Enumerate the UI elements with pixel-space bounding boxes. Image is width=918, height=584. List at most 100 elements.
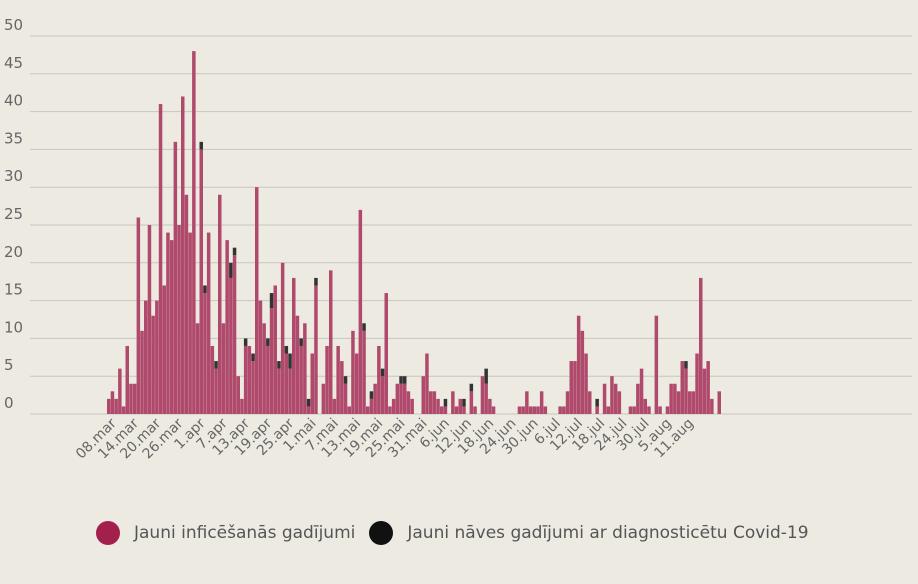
bar-infections [125, 345, 129, 414]
bar-infections [258, 300, 263, 414]
bar-deaths [462, 398, 466, 407]
bar-infections [121, 406, 126, 414]
bar-infections [388, 406, 392, 414]
bar-infections [221, 323, 226, 414]
bar-infections [391, 398, 396, 414]
bar-deaths [266, 338, 270, 346]
bar-infections [539, 391, 544, 414]
bar-infections [406, 391, 411, 414]
bar-infections [343, 383, 348, 414]
bar-infections [162, 285, 166, 414]
bar-deaths [229, 262, 233, 278]
bar-infections [695, 353, 699, 414]
bar-infections [680, 361, 684, 414]
bar-infections [684, 368, 688, 414]
bar-infections [562, 406, 566, 414]
bar-infections [173, 141, 178, 414]
bar-deaths [299, 338, 303, 346]
bar-deaths [380, 368, 385, 377]
y-tick-label: 35 [4, 129, 23, 147]
bar-deaths [288, 353, 292, 369]
bar-infections [432, 391, 437, 414]
legend: Jauni inficēšanās gadījumi Jauni nāves g… [96, 521, 823, 545]
bar-infections [377, 345, 381, 414]
bar-infections [610, 376, 614, 414]
bar-deaths [484, 368, 488, 384]
bar-infections [306, 406, 311, 414]
bar-infections [155, 300, 159, 414]
bar-infections [565, 391, 570, 414]
bar-infections [232, 255, 237, 414]
y-tick-label: 30 [4, 167, 23, 185]
bar-infections [469, 391, 474, 414]
bar-deaths [251, 353, 255, 362]
bars [107, 51, 721, 415]
bar-deaths [343, 376, 348, 384]
bar-infections [558, 406, 562, 414]
bar-infections [710, 398, 714, 414]
bar-infections [240, 398, 244, 414]
bar-infections [188, 232, 192, 414]
bar-infections [329, 270, 333, 414]
bar-infections [687, 391, 692, 414]
bar-infections [225, 240, 229, 414]
bar-infections [380, 376, 385, 414]
bar-infections [676, 391, 681, 414]
bar-infections [573, 361, 577, 414]
bar-infections [373, 383, 377, 414]
y-tick-label: 10 [4, 318, 23, 336]
bar-infections [251, 361, 255, 414]
bar-infections [229, 277, 233, 414]
bar-infections [288, 368, 292, 414]
bar-infections [144, 300, 148, 414]
bar-infections [114, 398, 118, 414]
bar-deaths [269, 293, 274, 309]
bar-deaths [243, 338, 248, 346]
bar-infections [669, 383, 673, 414]
bar-infections [632, 406, 636, 414]
bar-infections [269, 308, 274, 414]
y-axis: 0 5 10 15 20 25 30 35 40 45 50 [4, 16, 23, 412]
bar-infections [358, 209, 363, 414]
bar-infections [606, 406, 610, 414]
x-axis: 08.mar14.mar20.mar26.mar1.apr7.apr13.apr… [73, 415, 697, 462]
bar-infections [362, 330, 366, 414]
bar-infections [440, 406, 444, 414]
legend-item-deaths: Jauni nāves gadījumi ar diagnosticētu Co… [369, 521, 809, 545]
bar-deaths [595, 398, 599, 407]
bar-infections [665, 406, 670, 414]
bar-infections [617, 391, 622, 414]
bar-infections [654, 315, 659, 414]
bar-infections [325, 345, 329, 414]
bar-infections [425, 353, 429, 414]
bar-deaths [469, 383, 474, 392]
bar-infections [199, 149, 203, 414]
bar-infections [354, 353, 359, 414]
bar-infections [451, 391, 455, 414]
bar-infections [484, 383, 488, 414]
bar-deaths [369, 391, 374, 399]
bar-infections [336, 345, 340, 414]
bar-deaths [284, 345, 289, 354]
bar-deaths [277, 361, 281, 369]
bar-infections [543, 406, 548, 414]
bar-infections [536, 406, 540, 414]
bar-infections [158, 104, 163, 414]
legend-swatch-infections [96, 521, 120, 545]
bar-deaths [314, 277, 318, 286]
bar-infections [458, 398, 462, 414]
bar-infections [636, 383, 640, 414]
bar-infections [203, 293, 207, 414]
y-tick-label: 20 [4, 243, 23, 261]
bar-deaths [362, 323, 366, 331]
bar-infections [643, 398, 647, 414]
bar-infections [699, 277, 703, 414]
bar-infections [129, 383, 133, 414]
bar-infections [295, 315, 300, 414]
bar-infections [569, 361, 573, 414]
bar-infections [107, 398, 111, 414]
bar-infections [140, 330, 144, 414]
bar-deaths [203, 285, 207, 294]
bar-deaths [199, 141, 203, 150]
bar-infections [314, 285, 318, 414]
